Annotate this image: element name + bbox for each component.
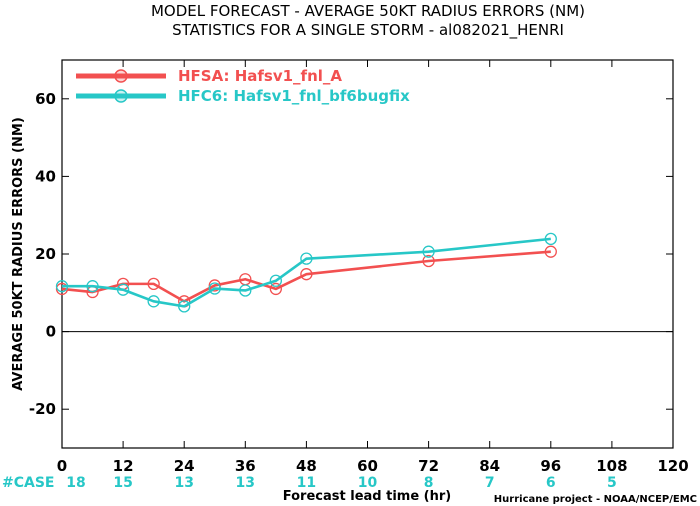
series-2-point <box>178 300 191 313</box>
legend-marker-hfc6 <box>114 89 128 103</box>
x-tick-label: 108 <box>596 457 627 475</box>
x-tick-label: 0 <box>57 457 67 475</box>
case-count: 10 <box>358 475 378 491</box>
x-tick-label: 24 <box>174 457 195 475</box>
x-tick-label: 48 <box>296 457 317 475</box>
case-values: 18 15 13 13 11 10 8 7 6 5 <box>66 475 617 491</box>
x-tick-label: 60 <box>357 457 378 475</box>
x-axis-label: Forecast lead time (hr) <box>283 489 451 504</box>
legend-label-hfsa: HFSA: Hafsv1_fnl_A <box>178 67 342 85</box>
y-tick-label: 20 <box>35 245 56 263</box>
x-tick-label: 84 <box>479 457 500 475</box>
series-2-point <box>544 232 557 246</box>
y-tick-label: -20 <box>29 400 56 418</box>
case-count: 11 <box>297 475 316 491</box>
credit-text: Hurricane project - NOAA/NCEP/EMC <box>494 494 697 505</box>
series-2-point <box>208 282 221 295</box>
series-2-point <box>116 283 130 296</box>
series-1-point <box>544 245 557 258</box>
y-tick-label: 0 <box>46 323 56 341</box>
series-2-point <box>300 252 313 265</box>
series-layer <box>55 232 557 313</box>
case-count: 13 <box>236 475 255 491</box>
x-tick-label: 72 <box>418 457 439 475</box>
series-2-point <box>55 280 69 293</box>
series-1-point <box>269 282 283 296</box>
case-count: 15 <box>113 475 132 491</box>
x-tick-label: 120 <box>657 457 688 475</box>
series-1-point <box>147 277 160 291</box>
series-2-point <box>422 245 435 258</box>
series-1-point <box>208 279 221 292</box>
x-ticks: 0 12 24 36 48 60 72 84 96 108 120 <box>57 60 689 475</box>
series-line-2 <box>62 237 551 308</box>
legend-marker-hfsa <box>114 69 128 83</box>
x-tick-label: 36 <box>235 457 256 475</box>
case-count: 5 <box>607 475 617 491</box>
legend-entry-hfc6: HFC6: Hafsv1_fnl_bf6bugfix <box>76 87 410 105</box>
series-2-point <box>239 284 252 297</box>
y-tick-label: 40 <box>35 167 56 185</box>
series-2-point <box>147 295 160 308</box>
y-ticks: -20 0 20 40 60 <box>29 90 673 418</box>
legend: HFSA: Hafsv1_fnl_A HFC6: Hafsv1_fnl_bf6b… <box>76 67 410 105</box>
series-1-point <box>422 254 435 268</box>
legend-entry-hfsa: HFSA: Hafsv1_fnl_A <box>76 67 342 85</box>
y-axis-label: AVERAGE 50KT RADIUS ERRORS (NM) <box>11 117 26 391</box>
x-tick-label: 96 <box>540 457 561 475</box>
series-2-point <box>86 280 99 293</box>
case-count: 13 <box>174 475 193 491</box>
case-count: 7 <box>485 475 495 491</box>
y-tick-label: 60 <box>35 90 56 108</box>
case-count: 18 <box>66 475 85 491</box>
series-2-point <box>269 274 283 287</box>
series-1-point <box>300 268 313 281</box>
case-count: 8 <box>424 475 434 491</box>
x-tick-label: 12 <box>113 457 134 475</box>
case-count: 6 <box>546 475 556 491</box>
case-label: #CASE <box>2 475 55 491</box>
legend-label-hfc6: HFC6: Hafsv1_fnl_bf6bugfix <box>178 87 410 105</box>
series-line-1 <box>61 250 551 303</box>
chart-title: MODEL FORECAST - AVERAGE 50KT RADIUS ERR… <box>151 2 585 20</box>
chart-subtitle: STATISTICS FOR A SINGLE STORM - al082021… <box>172 21 564 40</box>
